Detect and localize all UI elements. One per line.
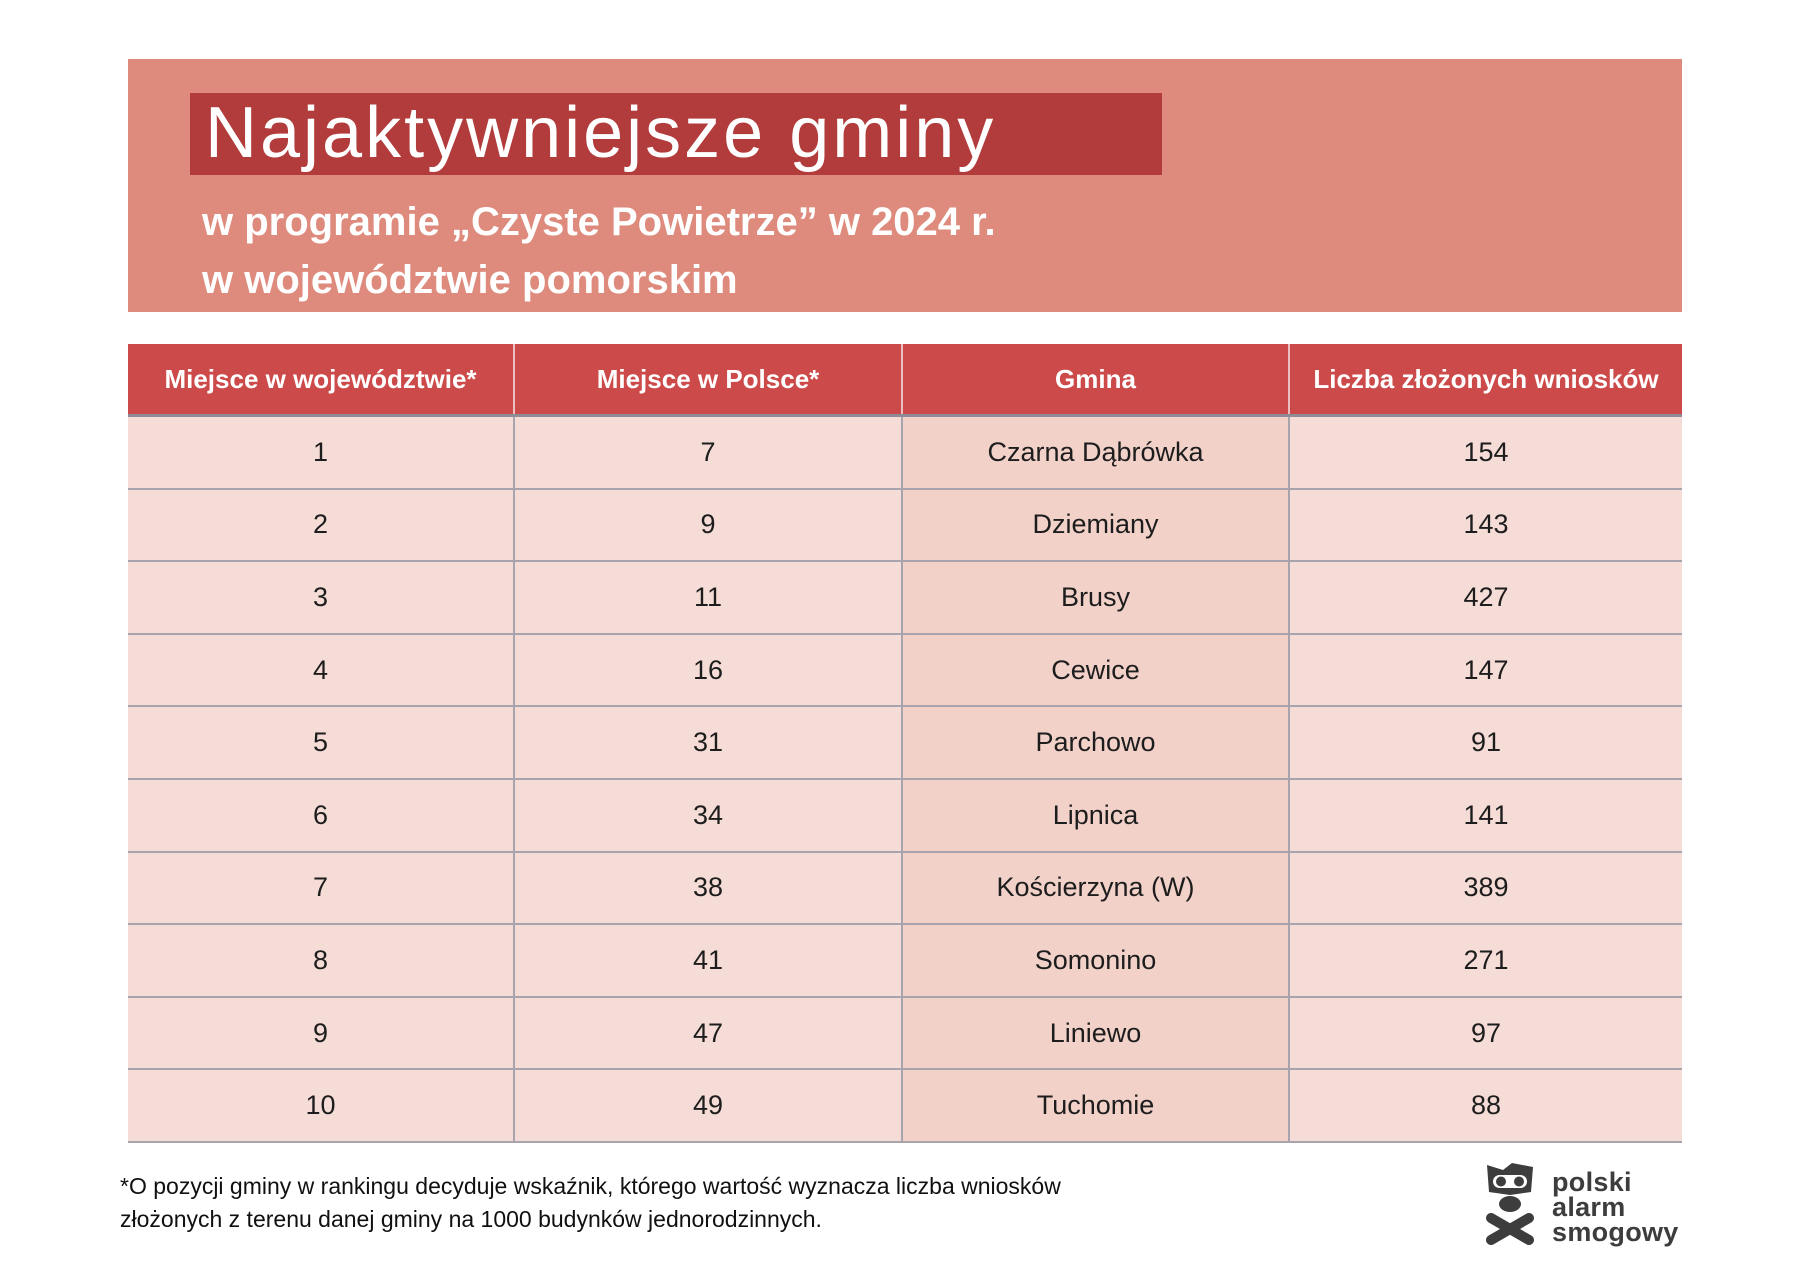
rank-poland-cell: 41 bbox=[515, 925, 903, 996]
rank-voivodeship-cell: 4 bbox=[128, 634, 515, 706]
rank-poland-cell: 47 bbox=[515, 997, 903, 1069]
rank-poland-cell: 49 bbox=[515, 1070, 903, 1141]
gmina-cell: Cewice bbox=[903, 634, 1290, 706]
skull-gas-mask-crossbones-icon bbox=[1486, 1163, 1534, 1245]
applications-cell: 88 bbox=[1290, 1070, 1682, 1141]
gmina-cell: Liniewo bbox=[903, 997, 1290, 1069]
table-body: 1 7 Czarna Dąbrówka 154 2 9 Dziemiany 143 3 11 Bru… bbox=[128, 417, 1682, 1143]
ranking-table: Miejsce w województwie* Miejsce w Polsce*… bbox=[128, 344, 1682, 1143]
polski-alarm-smogowy-logo: polski alarm smogowy bbox=[1484, 1162, 1679, 1246]
rank-poland-cell: 9 bbox=[515, 489, 903, 561]
applications-cell: 143 bbox=[1290, 489, 1682, 561]
gmina-cell: Parchowo bbox=[903, 707, 1290, 778]
page-title: Najaktywniejsze gminy bbox=[205, 93, 997, 173]
logo-word-3: smogowy bbox=[1552, 1217, 1679, 1247]
table-row: 8 41 Somonino 271 bbox=[128, 925, 1682, 998]
footnote: *O pozycji gminy w rankingu decyduje wsk… bbox=[120, 1170, 1061, 1236]
rank-poland-cell: 7 bbox=[515, 417, 903, 488]
applications-cell: 91 bbox=[1290, 707, 1682, 778]
title-highlight-box bbox=[190, 93, 1162, 175]
rank-poland-cell: 11 bbox=[515, 562, 903, 633]
column-header-3: Liczba złożonych wniosków bbox=[1313, 363, 1659, 394]
applications-cell: 154 bbox=[1290, 417, 1682, 488]
applications-cell: 271 bbox=[1290, 925, 1682, 996]
column-header-1: Miejsce w Polsce* bbox=[515, 344, 903, 414]
rank-poland-cell: 34 bbox=[515, 779, 903, 851]
applications-cell: 97 bbox=[1290, 997, 1682, 1069]
subtitle-line-1: w programie „Czyste Powietrze” w 2024 r. bbox=[202, 200, 996, 244]
rank-voivodeship-cell: 1 bbox=[128, 417, 515, 488]
table-row: 5 31 Parchowo 91 bbox=[128, 707, 1682, 780]
footnote-line-1: *O pozycji gminy w rankingu decyduje wsk… bbox=[120, 1173, 1061, 1199]
table-row: 10 49 Tuchomie 88 bbox=[128, 1070, 1682, 1143]
table-row: 7 38 Kościerzyna (W) 389 bbox=[128, 852, 1682, 926]
table-header-row: Miejsce w województwie* Miejsce w Polsce*… bbox=[128, 344, 1682, 417]
rank-voivodeship-cell: 3 bbox=[128, 562, 515, 633]
logo-word-2: alarm bbox=[1552, 1192, 1626, 1222]
rank-voivodeship-cell: 6 bbox=[128, 779, 515, 851]
table-row: 9 47 Liniewo 97 bbox=[128, 997, 1682, 1071]
applications-cell: 389 bbox=[1290, 852, 1682, 924]
page-subtitle: w programie „Czyste Powietrze” w 2024 r.… bbox=[202, 193, 996, 309]
table-row: 2 9 Dziemiany 143 bbox=[128, 489, 1682, 563]
rank-voivodeship-cell: 7 bbox=[128, 852, 515, 924]
gmina-cell: Somonino bbox=[903, 925, 1290, 996]
applications-cell: 141 bbox=[1290, 779, 1682, 851]
table-row: 6 34 Lipnica 141 bbox=[128, 779, 1682, 853]
rank-voivodeship-cell: 2 bbox=[128, 489, 515, 561]
footnote-line-2: złożonych z terenu danej gminy na 1000 b… bbox=[120, 1206, 822, 1232]
gmina-cell: Kościerzyna (W) bbox=[903, 852, 1290, 924]
subtitle-line-2: w województwie pomorskim bbox=[202, 258, 738, 302]
rank-poland-cell: 31 bbox=[515, 707, 903, 778]
gmina-cell: Tuchomie bbox=[903, 1070, 1290, 1141]
column-header-0: Miejsce w województwie* bbox=[128, 344, 515, 414]
table-row: 1 7 Czarna Dąbrówka 154 bbox=[128, 417, 1682, 490]
applications-cell: 427 bbox=[1290, 562, 1682, 633]
applications-cell: 147 bbox=[1290, 634, 1682, 706]
gmina-cell: Czarna Dąbrówka bbox=[903, 417, 1290, 488]
column-header-2: Gmina bbox=[903, 344, 1290, 414]
logo-wordmark: polski alarm smogowy bbox=[1552, 1162, 1679, 1247]
table-row: 3 11 Brusy 427 bbox=[128, 562, 1682, 635]
rank-voivodeship-cell: 9 bbox=[128, 997, 515, 1069]
table-row: 4 16 Cewice 147 bbox=[128, 634, 1682, 708]
logo-word-1: polski bbox=[1552, 1167, 1632, 1197]
rank-voivodeship-cell: 10 bbox=[128, 1070, 515, 1141]
gmina-cell: Brusy bbox=[903, 562, 1290, 633]
rank-voivodeship-cell: 5 bbox=[128, 707, 515, 778]
rank-poland-cell: 38 bbox=[515, 852, 903, 924]
header-banner: Najaktywniejsze gminy w programie „Czyst… bbox=[128, 59, 1682, 312]
rank-poland-cell: 16 bbox=[515, 634, 903, 706]
gmina-cell: Dziemiany bbox=[903, 489, 1290, 561]
gmina-cell: Lipnica bbox=[903, 779, 1290, 851]
rank-voivodeship-cell: 8 bbox=[128, 925, 515, 996]
